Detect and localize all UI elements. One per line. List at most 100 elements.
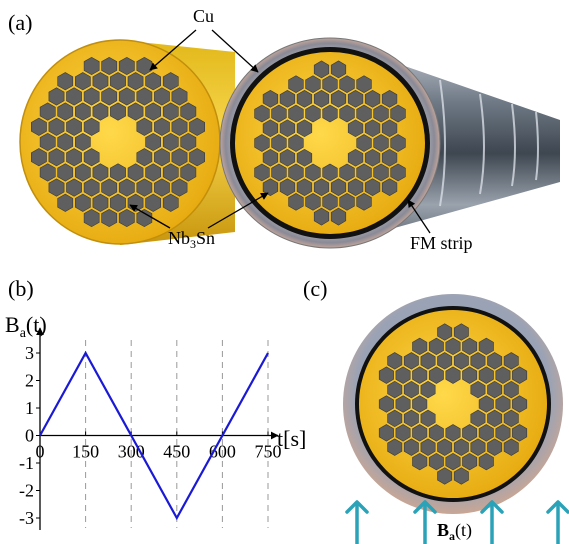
nb3sn-filament (428, 366, 444, 384)
nb3sn-filament (110, 72, 126, 91)
nb3sn-filament (171, 87, 188, 106)
x-tick-label: 150 (72, 442, 99, 462)
nb3sn-filament (373, 134, 389, 152)
nb3sn-filament (503, 438, 519, 456)
nb3sn-filament (364, 90, 381, 108)
nb3sn-filament (330, 178, 347, 196)
nb3sn-filament (162, 132, 179, 152)
nb3sn-filament (412, 337, 428, 356)
panel-c-label: (c) (303, 276, 327, 301)
nb3sn-filament (387, 380, 403, 399)
nb3sn-filament (322, 75, 338, 93)
y-tick-label: 2 (25, 371, 34, 391)
nb3sn-filament (118, 208, 135, 228)
nb3sn-filament (254, 134, 270, 152)
nb3sn-filament (66, 87, 82, 106)
nb3sn-filament (395, 366, 411, 384)
nb3sn-filament (322, 163, 338, 182)
nb3sn-arrow-right (207, 192, 269, 229)
nb3sn-filament (92, 193, 109, 212)
nb3sn-filament (437, 467, 453, 485)
nb3sn-filament (373, 104, 389, 123)
nb3sn-filament (145, 163, 161, 182)
nb3sn-filament (387, 409, 403, 428)
nb3sn-filament (101, 56, 118, 76)
nb3sn-filament (296, 178, 313, 196)
nb3sn-filament (495, 424, 511, 442)
nb3sn-filament (322, 193, 338, 211)
cu-arrow-left (149, 29, 197, 71)
nb3sn-filament (364, 119, 381, 138)
nb3sn-filament (279, 148, 296, 167)
field-arrow (413, 500, 437, 544)
nb3sn-filament (279, 178, 296, 196)
nb3sn-filament (381, 119, 398, 138)
nb3sn-filament (339, 75, 355, 93)
nb3sn-filament (403, 438, 419, 456)
nb3sn-filament (66, 148, 82, 167)
nb3sn-filament (180, 102, 197, 121)
nb3sn-filament (75, 193, 91, 212)
nb3sn-filament (339, 163, 355, 182)
nb3sn-filament (313, 90, 330, 108)
nb3sn-filament (127, 163, 144, 182)
nb3sn-filament (478, 366, 494, 384)
nb3sn-filament (48, 178, 65, 197)
nb3sn-filament (145, 102, 161, 121)
nb3sn-filament (445, 337, 461, 356)
nb3sn-filament (470, 352, 486, 370)
nb3sn-filament (387, 352, 403, 370)
nb3sn-filament (154, 117, 170, 136)
nb3sn-filament (330, 207, 347, 226)
fm-strip-cable-face (219, 37, 441, 249)
nb3sn-filament (262, 178, 279, 196)
nb3sn-filament (262, 90, 279, 108)
nb3sn-filament (136, 148, 153, 167)
nb3sn-filament (83, 178, 100, 197)
nb3sn-filament (271, 104, 287, 123)
nb3sn-filament (478, 424, 494, 442)
nb3sn-filament (75, 163, 91, 182)
nb3sn-filament (118, 56, 135, 76)
nb3sn-filament (453, 438, 469, 456)
nb3sn-filament (154, 148, 170, 167)
nb3sn-filament (412, 366, 428, 384)
nb3sn-filament (412, 452, 428, 471)
nb3sn-filament (118, 87, 135, 106)
nb3sn-filament (512, 366, 528, 384)
nb3sn-filament (347, 119, 364, 138)
nb3sn-filament (288, 75, 304, 93)
field-label: Ba(t) (437, 520, 472, 543)
nb3sn-filament (305, 75, 321, 93)
nb3sn-filament (420, 352, 436, 370)
nb3sn-filament (118, 178, 135, 197)
nb3sn-arrow-left (129, 204, 171, 229)
nb3sn-filament (356, 134, 372, 152)
nb3sn-filament (92, 72, 109, 91)
nb3sn-filaments (378, 323, 528, 485)
nb3sn-filament (395, 424, 411, 442)
y-tick-label: 3 (25, 343, 34, 363)
nb3sn-filament (428, 424, 444, 442)
nb3sn-filament (462, 452, 478, 471)
nb3sn-filament (313, 207, 330, 226)
nb3sn-filament (378, 424, 394, 442)
nb3sn-filament (470, 438, 486, 456)
nb3sn-filament (381, 178, 398, 196)
y-tick-label: -2 (19, 481, 34, 501)
nb3sn-filament (66, 117, 82, 136)
nb3sn-filament (428, 337, 444, 356)
nb3sn-filament (339, 193, 355, 211)
x-tick-label: 0 (36, 442, 45, 462)
x-tick-label: 450 (163, 442, 190, 462)
y-tick-label: -1 (19, 453, 34, 473)
nb3sn-filament (57, 72, 74, 91)
nb3sn-filament (162, 102, 179, 121)
nb3sn-filament (296, 90, 313, 108)
nb3sn-filament (57, 132, 74, 152)
nb3sn-filament (364, 178, 381, 196)
nb3sn-filament (288, 104, 304, 123)
nb3sn-filament (420, 438, 436, 456)
